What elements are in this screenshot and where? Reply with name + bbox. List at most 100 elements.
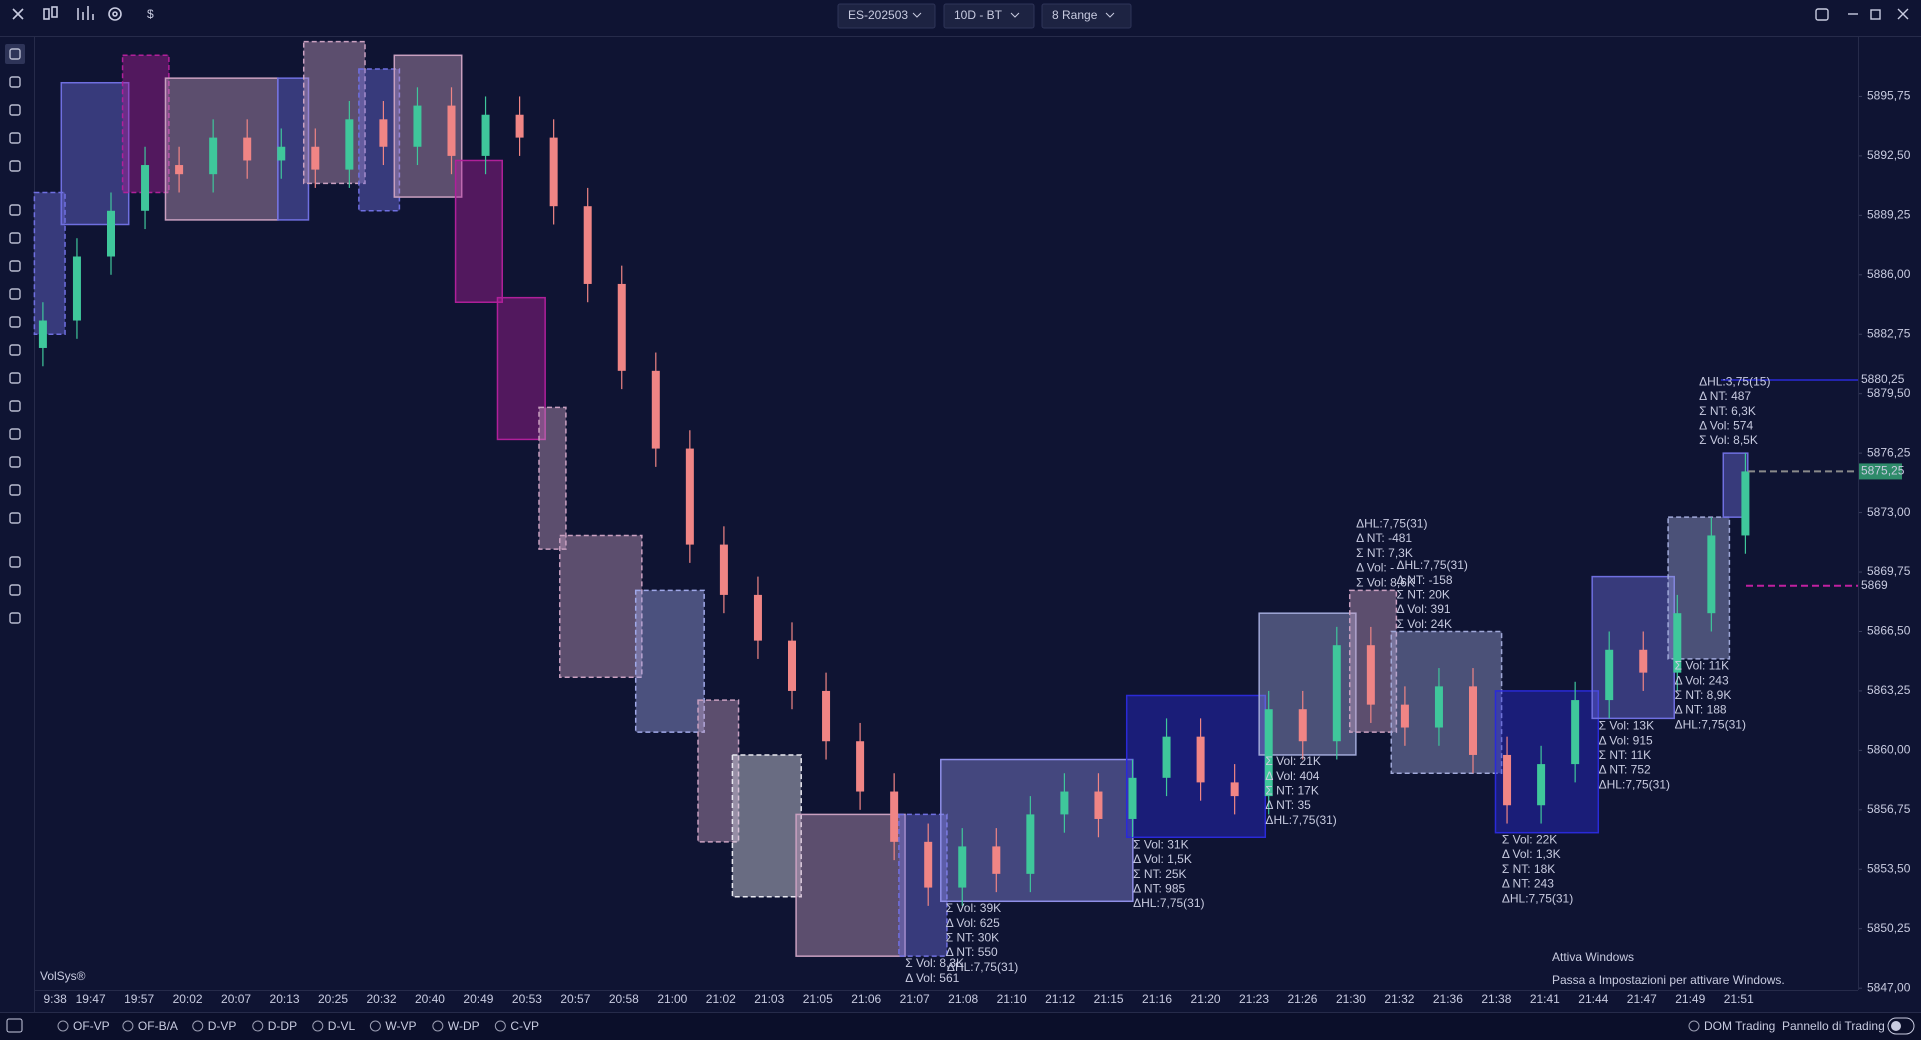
tool-icon[interactable] bbox=[9, 232, 21, 244]
study-label[interactable]: OF-VP bbox=[73, 1019, 110, 1033]
annotation-line: ΔHL:7,75(31) bbox=[1133, 896, 1204, 910]
annotation-line: Σ Vol: 22K bbox=[1502, 833, 1557, 847]
tool-icon[interactable] bbox=[9, 316, 21, 328]
candle-body bbox=[583, 206, 592, 284]
y-tick-label: 5889,25 bbox=[1867, 208, 1911, 222]
windows-notice-title: Attiva Windows bbox=[1552, 950, 1634, 964]
layout-icon[interactable] bbox=[1815, 8, 1829, 21]
tool-icon[interactable] bbox=[9, 484, 21, 496]
bars-icon[interactable] bbox=[77, 6, 94, 20]
tool-icon[interactable] bbox=[9, 372, 21, 384]
tool-icon[interactable] bbox=[9, 48, 21, 60]
y-tick-label: 5886,00 bbox=[1867, 267, 1911, 281]
annotation-line: Σ Vol: 24K bbox=[1397, 617, 1452, 631]
study-label[interactable]: OF-B/A bbox=[138, 1019, 178, 1033]
tool-icon[interactable] bbox=[9, 260, 21, 272]
dom-trading[interactable]: DOM Trading bbox=[1704, 1019, 1775, 1033]
trading-panel-toggle[interactable] bbox=[1887, 1017, 1915, 1035]
study-label[interactable]: D-VL bbox=[328, 1019, 356, 1033]
x-tick-label: 20:02 bbox=[173, 992, 203, 1006]
tool-icon[interactable] bbox=[9, 288, 21, 300]
study-radio[interactable] bbox=[57, 1020, 69, 1032]
annotation-line: Σ Vol: 31K bbox=[1133, 837, 1188, 851]
study-radio[interactable] bbox=[432, 1020, 444, 1032]
study-radio[interactable] bbox=[192, 1020, 204, 1032]
range-box bbox=[898, 813, 948, 957]
x-tick-label: 20:57 bbox=[560, 992, 590, 1006]
tool-icon[interactable] bbox=[9, 612, 21, 624]
currency-icon[interactable]: $ bbox=[147, 7, 154, 21]
annotation-line: ΔHL:7,75(31) bbox=[947, 960, 1018, 974]
candle-body bbox=[209, 137, 218, 175]
candle-body bbox=[1707, 535, 1716, 614]
candle-body bbox=[1026, 814, 1035, 874]
study-label[interactable]: D-DP bbox=[268, 1019, 297, 1033]
tool-icon[interactable] bbox=[9, 512, 21, 524]
tool-icon[interactable] bbox=[9, 556, 21, 568]
x-tick-label: 21:49 bbox=[1675, 992, 1705, 1006]
range-box bbox=[538, 406, 567, 550]
x-tick-label: 19:47 bbox=[76, 992, 106, 1006]
range-box bbox=[496, 296, 546, 441]
tool-icon[interactable] bbox=[9, 104, 21, 116]
drawing-tools bbox=[5, 44, 25, 624]
tool-icon[interactable] bbox=[9, 76, 21, 88]
candle-body bbox=[379, 119, 388, 147]
candle-body bbox=[788, 640, 796, 691]
annotation-line: ΔHL:7,75(31) bbox=[1599, 777, 1670, 791]
candle-body bbox=[924, 841, 933, 888]
x-tick-label: 21:51 bbox=[1724, 992, 1754, 1006]
annotation-line: ΔHL:7,75(31) bbox=[1397, 558, 1468, 572]
x-tick-label: 21:02 bbox=[706, 992, 736, 1006]
study-radio[interactable] bbox=[122, 1020, 134, 1032]
candle-body bbox=[38, 320, 47, 348]
symbol-dropdown[interactable] bbox=[837, 3, 936, 29]
tool-icon[interactable] bbox=[9, 160, 21, 172]
period-dropdown[interactable] bbox=[943, 3, 1035, 29]
study-radio[interactable] bbox=[369, 1020, 381, 1032]
study-label[interactable]: W-DP bbox=[448, 1019, 480, 1033]
price-level-label: 5869 bbox=[1861, 578, 1888, 592]
x-tick-label: 20:32 bbox=[366, 992, 396, 1006]
annotation-line: Σ Vol: 8,6K bbox=[1356, 575, 1415, 589]
tool-icon[interactable] bbox=[9, 400, 21, 412]
settings-icon[interactable] bbox=[108, 7, 122, 21]
range-box bbox=[731, 754, 802, 898]
range-box bbox=[795, 813, 906, 957]
tool-icon[interactable] bbox=[9, 344, 21, 356]
annotation-line: Δ Vol: 561 bbox=[905, 971, 959, 985]
dom-radio[interactable] bbox=[1688, 1020, 1700, 1032]
study-radio[interactable] bbox=[494, 1020, 506, 1032]
x-tick-label: 21:47 bbox=[1627, 992, 1657, 1006]
range-box bbox=[164, 77, 279, 221]
study-toggles: OF-VP OF-B/A D-VP D-DP D-VL W-VP W-DP C-VP bbox=[57, 1019, 539, 1033]
tool-icon[interactable] bbox=[9, 584, 21, 596]
close-icon[interactable] bbox=[12, 8, 24, 20]
window-close-icon[interactable] bbox=[1897, 8, 1909, 20]
tool-icon[interactable] bbox=[9, 428, 21, 440]
candles-icon[interactable] bbox=[43, 8, 50, 20]
y-tick-label: 5892,50 bbox=[1867, 148, 1911, 162]
x-tick-label: 21:06 bbox=[851, 992, 881, 1006]
candle-body bbox=[617, 283, 626, 371]
study-label[interactable]: D-VP bbox=[208, 1019, 237, 1033]
candle-body bbox=[958, 846, 967, 888]
study-radio[interactable] bbox=[312, 1020, 324, 1032]
candle-body bbox=[107, 210, 115, 257]
trading-panel[interactable]: Pannello di Trading bbox=[1782, 1019, 1885, 1033]
tool-icon[interactable] bbox=[9, 132, 21, 144]
annotation-line: Σ Vol: 21K bbox=[1265, 754, 1320, 768]
range-box bbox=[1125, 694, 1267, 839]
candle-body bbox=[1298, 709, 1307, 742]
study-label[interactable]: C-VP bbox=[510, 1019, 539, 1033]
panel-icon[interactable] bbox=[6, 1018, 23, 1033]
tool-icon[interactable] bbox=[9, 204, 21, 216]
candle-body bbox=[1503, 754, 1512, 806]
bars-dropdown[interactable] bbox=[1041, 3, 1132, 29]
y-tick-label: 5895,75 bbox=[1867, 89, 1911, 103]
maximize-icon[interactable] bbox=[1870, 9, 1881, 20]
tool-icon[interactable] bbox=[9, 456, 21, 468]
study-label[interactable]: W-VP bbox=[385, 1019, 416, 1033]
price-level-label: 5875,25 bbox=[1861, 464, 1905, 478]
study-radio[interactable] bbox=[252, 1020, 264, 1032]
